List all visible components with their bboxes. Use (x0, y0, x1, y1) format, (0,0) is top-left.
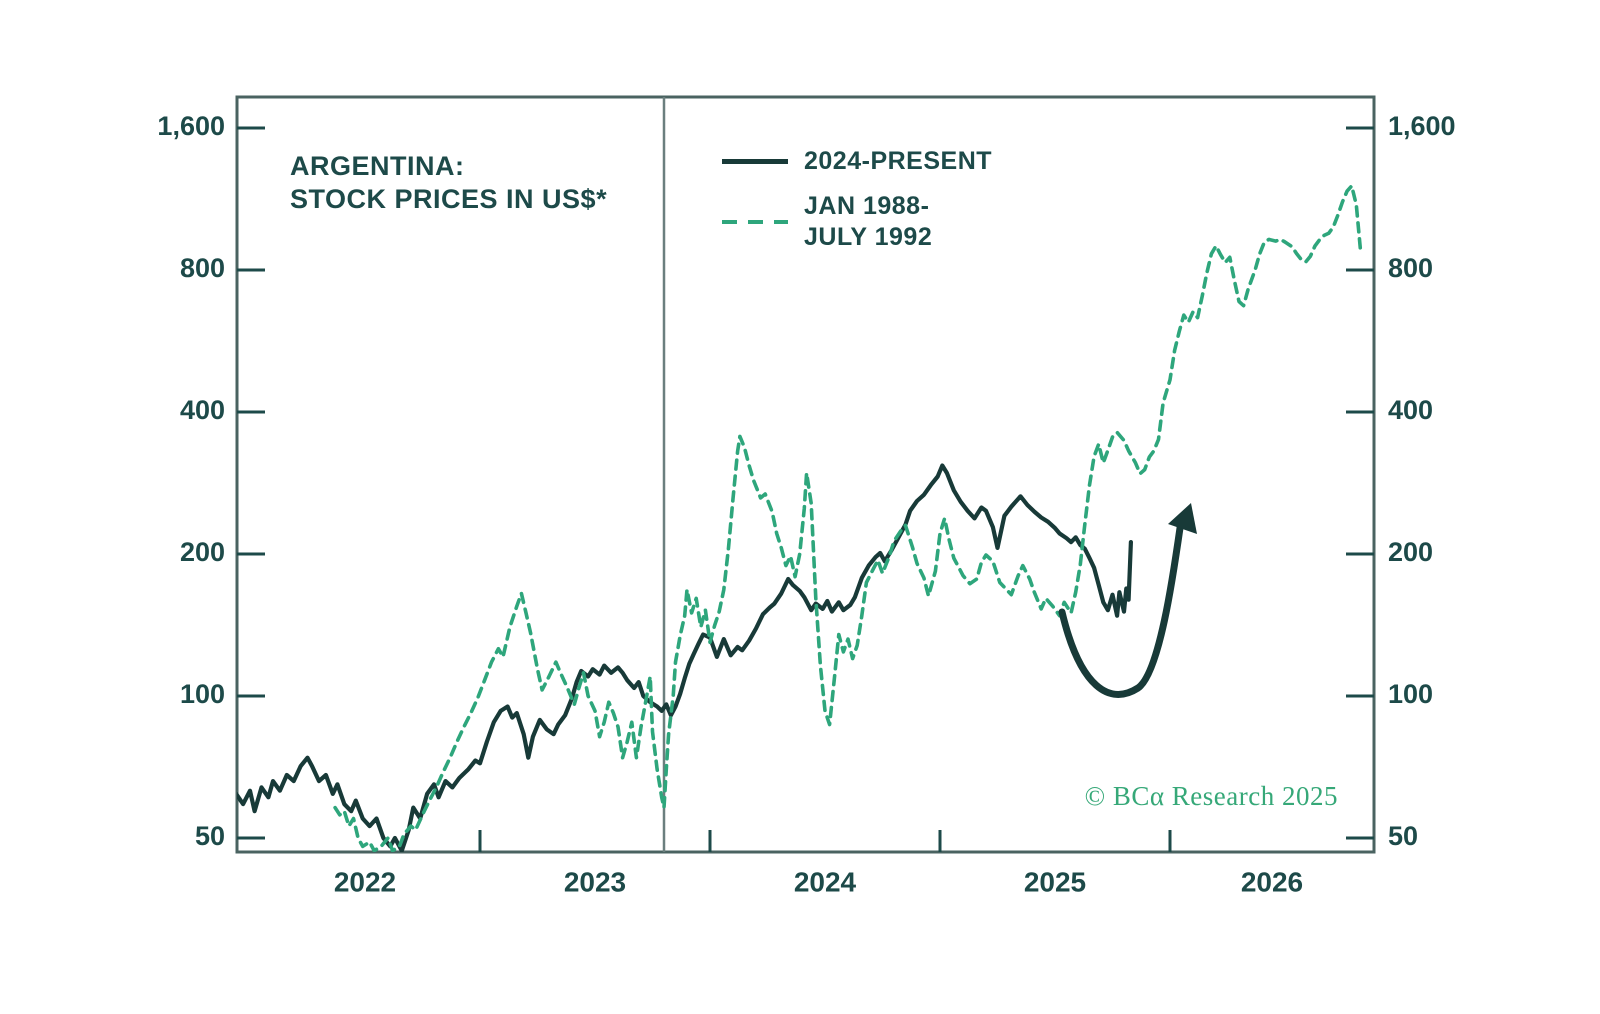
x-axis-label-2026: 2026 (1241, 866, 1303, 897)
y-axis-label-left: 50 (195, 821, 225, 851)
y-axis-label-right: 200 (1388, 537, 1433, 567)
series-line-2024-present (237, 463, 1134, 852)
x-axis-label-2025: 2025 (1024, 866, 1086, 897)
copyright-note: © BCα Research 2025 (1084, 781, 1338, 811)
legend-label-1988-1992: JAN 1988- JULY 1992 (804, 191, 932, 253)
legend-label-1988-1992-line1: JAN 1988- (804, 192, 930, 220)
legend-item-1988-1992: JAN 1988- JULY 1992 (722, 191, 992, 253)
upswing-arrowhead-icon (1168, 503, 1197, 534)
y-axis-label-right: 100 (1388, 679, 1433, 709)
legend-label-2024-present: 2024-PRESENT (804, 147, 993, 175)
chart-title-line2: STOCK PRICES IN US$* (290, 184, 608, 214)
legend-item-2024-present: 2024-PRESENT (722, 146, 992, 177)
legend: 2024-PRESENT JAN 1988- JULY 1992 (722, 146, 992, 267)
upswing-arrow-icon (1058, 517, 1185, 698)
y-axis-label-left: 100 (180, 679, 225, 709)
y-axis-label-left: 400 (180, 395, 225, 425)
y-axis-label-right: 800 (1388, 253, 1433, 283)
x-axis-label-2022: 2022 (334, 866, 396, 897)
y-axis-label-right: 1,600 (1388, 111, 1456, 141)
dashed-line-swatch-icon (722, 220, 788, 224)
legend-label-1988-1992-line2: JULY 1992 (804, 223, 933, 251)
plot-frame (235, 95, 1376, 854)
solid-line-swatch-icon (722, 159, 788, 164)
series-line-jan1988-july1992 (333, 184, 1363, 852)
x-axis-label-2024: 2024 (794, 866, 857, 897)
y-axis-label-right: 400 (1388, 395, 1433, 425)
chart-title-line1: ARGENTINA: (290, 151, 465, 181)
chart-title: ARGENTINA: STOCK PRICES IN US$* (290, 150, 607, 216)
y-axis-label-left: 1,600 (157, 111, 225, 141)
x-axis-label-2023: 2023 (564, 866, 626, 897)
y-axis-label-left: 200 (180, 537, 225, 567)
y-axis-label-right: 50 (1388, 821, 1418, 851)
y-axis-label-left: 800 (180, 253, 225, 283)
